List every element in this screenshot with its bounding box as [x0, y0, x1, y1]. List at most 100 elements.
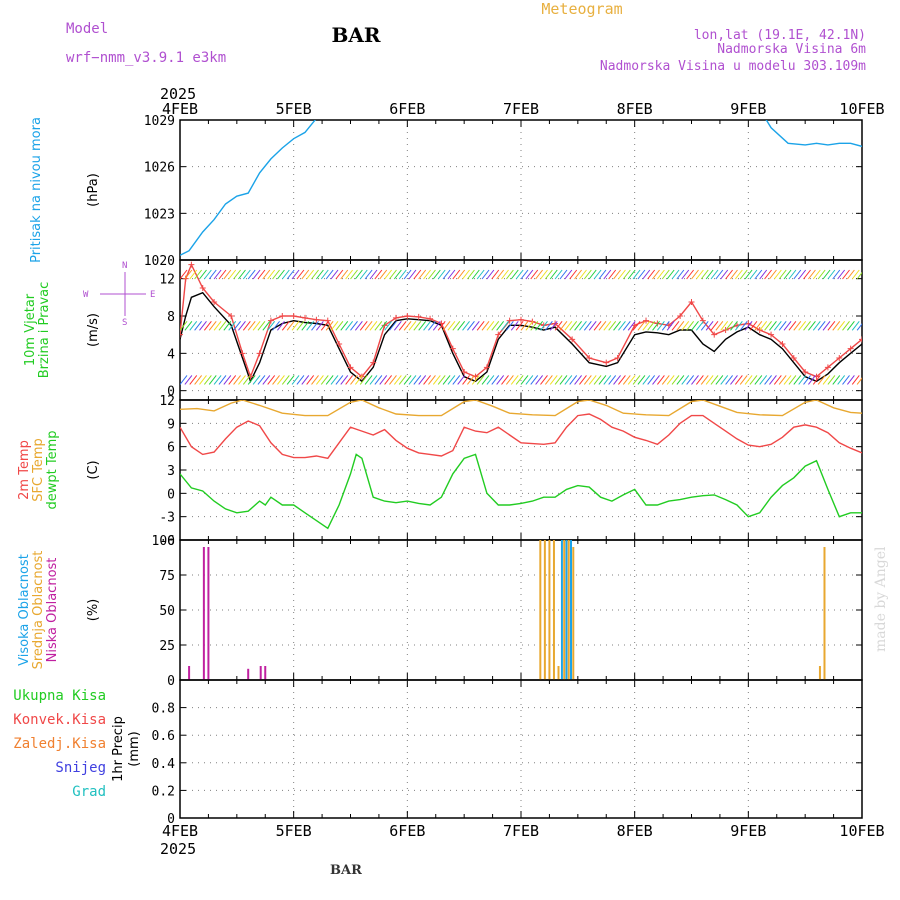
precip-legend-item: Ukupna Kisa [13, 688, 106, 704]
sfc-temp-line [180, 400, 862, 417]
wind-barb [720, 269, 729, 280]
wind-barb [583, 321, 592, 331]
meteogram-title: Meteogram [541, 0, 622, 18]
wind-barb [432, 269, 441, 280]
x-axis-labels: 4FEB 4FEB 5FEB 5FEB 6FEB 6FEB 7FEB 7FEB 8FEB 8FEB… [162, 100, 885, 840]
wind-barb [345, 375, 354, 385]
gust-marker [228, 313, 235, 319]
wind-barb [603, 321, 612, 331]
wind-barb [374, 269, 383, 280]
wind-barb [695, 321, 704, 331]
x-tick-label: 9FEB [730, 822, 766, 840]
compass-w: W [83, 290, 89, 300]
y-tick-label: 0 [167, 385, 175, 400]
speed-line [180, 291, 862, 384]
y-tick-label: 9 [167, 417, 175, 432]
y-tick-label: 12 [159, 273, 175, 288]
wind-barb [734, 269, 743, 280]
wind-barb [218, 375, 227, 385]
wind-barb [242, 269, 251, 280]
wind-barb [788, 269, 797, 280]
wind-barb [286, 375, 295, 385]
y-tick-label: 1026 [144, 161, 175, 176]
wind-barb [320, 321, 329, 331]
wind-barb [744, 375, 753, 385]
precip-legend: Ukupna Kisa Konvek.Kisa Zaledj.Kisa Snijeg G… [13, 688, 106, 800]
wind-barb [549, 269, 558, 280]
wind-barb [325, 321, 334, 331]
wind-barb [457, 375, 466, 385]
wind-panel: 0 4 8 12 [159, 259, 863, 401]
wind-barb [471, 321, 480, 331]
y-tick-label: 0 [167, 674, 175, 689]
wind-barb [491, 321, 500, 331]
x-tick-label: 7FEB [503, 822, 539, 840]
wind-barb [262, 269, 271, 280]
wind-barb [700, 269, 709, 280]
wind-barb [228, 375, 237, 385]
gust-marker [506, 317, 513, 324]
wind-barb [759, 269, 768, 280]
wind-barb [199, 269, 207, 280]
wind-barb [739, 321, 748, 331]
wind-barb [335, 269, 344, 280]
wind-barb [744, 321, 753, 331]
gust-marker [677, 313, 684, 319]
wind-barb [223, 269, 232, 280]
wind-barb [525, 269, 534, 280]
wind-barb [272, 269, 280, 280]
wind-barb [564, 375, 573, 385]
precip-legend-item: Zaledj.Kisa [13, 736, 106, 752]
wind-barb [184, 321, 193, 331]
wind-barb [442, 321, 451, 331]
wind-barb [481, 321, 490, 331]
wind-barb [291, 321, 300, 331]
wind-barb [267, 321, 276, 331]
wind-barb [769, 321, 777, 331]
wind-barb [754, 269, 763, 280]
wind-series [180, 261, 862, 385]
wind-barb [686, 375, 695, 385]
gust-marker [614, 355, 621, 361]
gust-marker [495, 331, 502, 338]
wind-barb [647, 269, 656, 280]
wind-barb [340, 269, 349, 280]
wind-barb [350, 269, 358, 280]
wind-barb [369, 375, 378, 385]
wind-barb [788, 321, 797, 331]
wind-barb [652, 269, 660, 280]
wind-barb [311, 375, 319, 385]
compass-e: E [150, 290, 155, 300]
wind-barb [462, 321, 470, 331]
wind-barb [418, 321, 427, 331]
y-tick-label: 100 [152, 534, 175, 549]
wind-barb [316, 269, 324, 280]
wind-barb [510, 269, 519, 280]
wind-barb [730, 269, 738, 280]
wind-barb [681, 375, 690, 385]
wind-barb [657, 375, 665, 385]
wind-barb [579, 375, 587, 385]
wind-barb [462, 269, 470, 280]
wind-barb [769, 269, 777, 280]
wind-barb [413, 321, 422, 331]
y-tick-label: 0.4 [152, 757, 176, 772]
precip-ylabel: 1hr Precip [111, 716, 126, 782]
wind-barb [618, 269, 626, 280]
pressure-series [180, 120, 862, 256]
wind-barb [203, 269, 212, 280]
wind-barb [827, 321, 836, 331]
compass-rose-icon: N S W E [83, 261, 155, 328]
wind-barb [603, 375, 612, 385]
cloud-ylabel: Niska Oblacnost [45, 558, 60, 663]
wind-barb [817, 321, 826, 331]
wind-barb [803, 269, 811, 280]
wind-barb [647, 375, 656, 385]
wind-barb [705, 269, 714, 280]
wind-barb [272, 321, 280, 331]
wind-barb [642, 375, 651, 385]
y-tick-label: 6 [167, 441, 175, 456]
wind-barb [340, 375, 349, 385]
gust-marker [461, 369, 468, 375]
wind-barb [842, 375, 850, 385]
